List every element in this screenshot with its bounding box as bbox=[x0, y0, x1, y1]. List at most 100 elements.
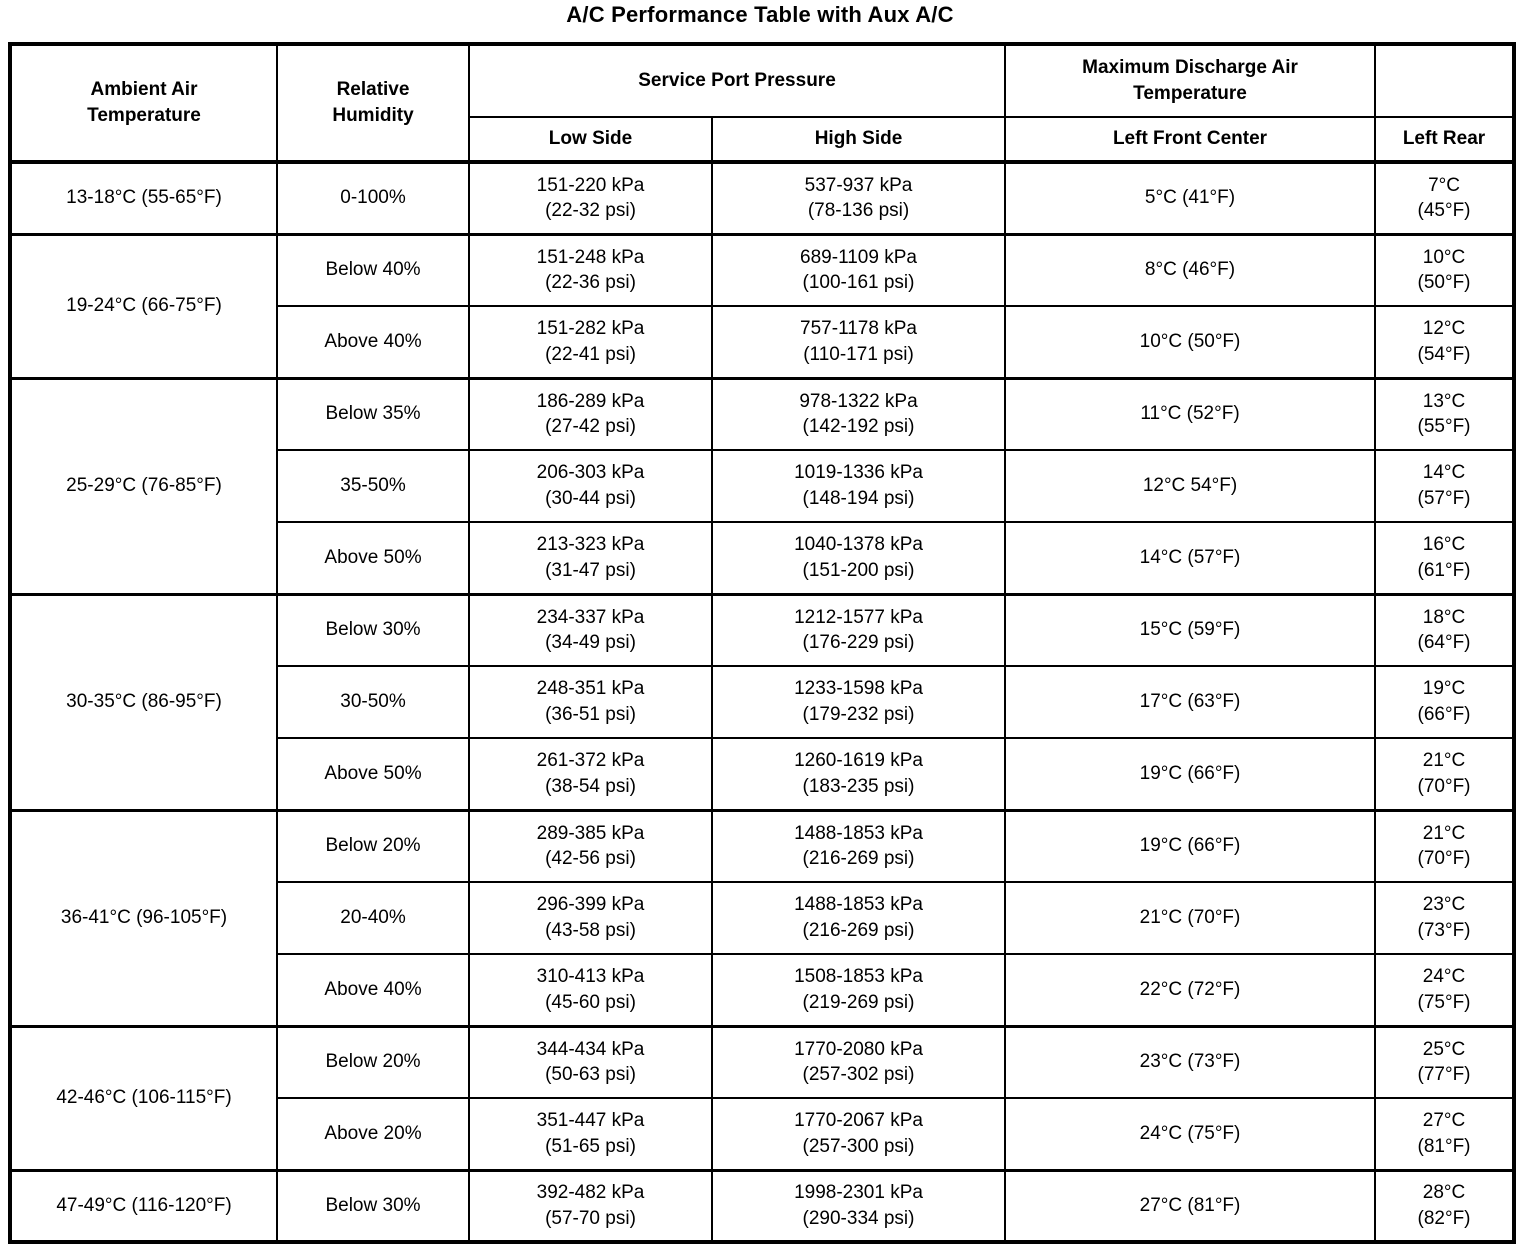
low-side-pressure-cell: 296-399 kPa (43-58 psi) bbox=[468, 881, 713, 955]
low-side-pressure-cell: 234-337 kPa (34-49 psi) bbox=[468, 592, 713, 667]
table-row: 47-49°C (116-120°F) Below 30% 392-482 kPa … bbox=[9, 1168, 1516, 1243]
low-side-pressure-cell: 206-303 kPa (30-44 psi) bbox=[468, 449, 713, 523]
humidity-cell: Below 30% bbox=[276, 592, 470, 667]
left-front-center-temp-cell: 14°C (57°F) bbox=[1004, 521, 1377, 595]
left-front-center-temp-cell: 8°C (46°F) bbox=[1004, 232, 1377, 307]
ac-performance-table: Ambient Air Temperature Relative Humidit… bbox=[8, 42, 1517, 1244]
table-row: Above 20% 351-447 kPa (51-65 psi) 1770-206… bbox=[10, 1097, 1516, 1171]
left-rear-temp-cell: 14°C (57°F) bbox=[1374, 449, 1516, 523]
left-rear-temp-cell: 25°C (77°F) bbox=[1374, 1024, 1516, 1099]
humidity-cell: Above 40% bbox=[276, 953, 470, 1027]
humidity-cell: Above 50% bbox=[276, 737, 470, 811]
table-header: Ambient Air Temperature Relative Humidit… bbox=[9, 43, 1516, 164]
header-row-top: Ambient Air Temperature Relative Humidit… bbox=[9, 43, 1516, 164]
table-row: 30-50% 248-351 kPa (36-51 psi) 1233-1598 k… bbox=[10, 665, 1516, 739]
high-side-pressure-cell: 1770-2067 kPa (257-300 psi) bbox=[710, 1097, 1007, 1171]
table-row: 19-24°C (66-75°F) Below 40% 151-248 kPa (2… bbox=[9, 232, 1516, 379]
header-high-side: High Side bbox=[710, 116, 1007, 164]
left-front-center-temp-cell: 17°C (63°F) bbox=[1004, 665, 1377, 739]
low-side-pressure-cell: 151-248 kPa (22-36 psi) bbox=[468, 232, 713, 307]
left-rear-temp-cell: 7°C (45°F) bbox=[1374, 161, 1516, 235]
table-row: 36-41°C (96-105°F) Below 20% 289-385 kPa (… bbox=[9, 808, 1516, 1027]
low-side-pressure-cell: 151-282 kPa (22-41 psi) bbox=[468, 305, 713, 379]
left-front-center-temp-cell: 21°C (70°F) bbox=[1004, 881, 1377, 955]
high-side-pressure-cell: 1260-1619 kPa (183-235 psi) bbox=[710, 737, 1007, 811]
high-side-pressure-cell: 1019-1336 kPa (148-194 psi) bbox=[710, 449, 1007, 523]
header-ambient-air-temperature: Ambient Air Temperature bbox=[9, 43, 278, 164]
ambient-temp-cell: 25-29°C (76-85°F) bbox=[9, 376, 278, 595]
left-front-center-temp-cell: 24°C (75°F) bbox=[1004, 1097, 1377, 1171]
left-front-center-temp-cell: 19°C (66°F) bbox=[1004, 808, 1377, 883]
left-rear-temp-cell: 21°C (70°F) bbox=[1374, 808, 1516, 883]
low-side-pressure-cell: 151-220 kPa (22-32 psi) bbox=[468, 161, 713, 235]
humidity-cell: Below 20% bbox=[276, 1024, 470, 1099]
left-front-center-temp-cell: 19°C (66°F) bbox=[1004, 737, 1377, 811]
ambient-temp-cell: 19-24°C (66-75°F) bbox=[9, 232, 278, 379]
header-left-rear: Left Rear bbox=[1374, 116, 1516, 164]
low-side-pressure-cell: 261-372 kPa (38-54 psi) bbox=[468, 737, 713, 811]
high-side-pressure-cell: 537-937 kPa (78-136 psi) bbox=[710, 161, 1007, 235]
table-row: 13-18°C (55-65°F) 0-100% 151-220 kPa (22-3… bbox=[9, 161, 1516, 235]
ambient-temp-cell: 13-18°C (55-65°F) bbox=[9, 161, 278, 235]
ambient-temp-cell: 42-46°C (106-115°F) bbox=[9, 1024, 278, 1171]
humidity-cell: Below 20% bbox=[276, 808, 470, 883]
table-body: 13-18°C (55-65°F) 0-100% 151-220 kPa (22-3… bbox=[9, 161, 1516, 1243]
table-row: 25-29°C (76-85°F) Below 35% 186-289 kPa (2… bbox=[9, 376, 1516, 595]
header-low-side: Low Side bbox=[468, 116, 713, 164]
low-side-pressure-cell: 392-482 kPa (57-70 psi) bbox=[468, 1168, 713, 1243]
ambient-temp-cell: 47-49°C (116-120°F) bbox=[9, 1168, 278, 1243]
header-relative-humidity: Relative Humidity bbox=[276, 43, 470, 164]
left-rear-temp-cell: 13°C (55°F) bbox=[1374, 376, 1516, 451]
left-rear-temp-cell: 28°C (82°F) bbox=[1374, 1168, 1516, 1243]
left-rear-temp-cell: 19°C (66°F) bbox=[1374, 665, 1516, 739]
humidity-cell: 20-40% bbox=[276, 881, 470, 955]
humidity-cell: Below 40% bbox=[276, 232, 470, 307]
ambient-temp-cell: 30-35°C (86-95°F) bbox=[9, 592, 278, 811]
high-side-pressure-cell: 1488-1853 kPa (216-269 psi) bbox=[710, 881, 1007, 955]
high-side-pressure-cell: 1770-2080 kPa (257-302 psi) bbox=[710, 1024, 1007, 1099]
high-side-pressure-cell: 1488-1853 kPa (216-269 psi) bbox=[710, 808, 1007, 883]
left-rear-temp-cell: 23°C (73°F) bbox=[1374, 881, 1516, 955]
high-side-pressure-cell: 1508-1853 kPa (219-269 psi) bbox=[710, 953, 1007, 1027]
low-side-pressure-cell: 248-351 kPa (36-51 psi) bbox=[468, 665, 713, 739]
left-rear-temp-cell: 12°C (54°F) bbox=[1374, 305, 1516, 379]
table-row: Above 50% 261-372 kPa (38-54 psi) 1260-161… bbox=[10, 737, 1516, 811]
header-maximum-discharge-air-temperature: Maximum Discharge Air Temperature bbox=[1004, 43, 1377, 118]
high-side-pressure-cell: 1233-1598 kPa (179-232 psi) bbox=[710, 665, 1007, 739]
table-row: Above 40% 151-282 kPa (22-41 psi) 757-1178… bbox=[10, 305, 1516, 379]
table-row: 20-40% 296-399 kPa (43-58 psi) 1488-1853 k… bbox=[10, 881, 1516, 955]
table-row: Above 40% 310-413 kPa (45-60 psi) 1508-185… bbox=[10, 953, 1516, 1027]
high-side-pressure-cell: 978-1322 kPa (142-192 psi) bbox=[710, 376, 1007, 451]
left-front-center-temp-cell: 10°C (50°F) bbox=[1004, 305, 1377, 379]
left-rear-temp-cell: 21°C (70°F) bbox=[1374, 737, 1516, 811]
humidity-cell: Above 40% bbox=[276, 305, 470, 379]
left-rear-temp-cell: 16°C (61°F) bbox=[1374, 521, 1516, 595]
page-title: A/C Performance Table with Aux A/C bbox=[566, 2, 954, 27]
table-row: Above 50% 213-323 kPa (31-47 psi) 1040-137… bbox=[10, 521, 1516, 595]
humidity-cell: Below 30% bbox=[276, 1168, 470, 1243]
table-row: 42-46°C (106-115°F) Below 20% 344-434 kPa … bbox=[9, 1024, 1516, 1171]
ambient-temp-cell: 36-41°C (96-105°F) bbox=[9, 808, 278, 1027]
humidity-cell: Above 20% bbox=[276, 1097, 470, 1171]
left-rear-temp-cell: 27°C (81°F) bbox=[1374, 1097, 1516, 1171]
low-side-pressure-cell: 186-289 kPa (27-42 psi) bbox=[468, 376, 713, 451]
left-rear-temp-cell: 24°C (75°F) bbox=[1374, 953, 1516, 1027]
humidity-cell: 35-50% bbox=[276, 449, 470, 523]
left-front-center-temp-cell: 5°C (41°F) bbox=[1004, 161, 1377, 235]
humidity-cell: Below 35% bbox=[276, 376, 470, 451]
left-front-center-temp-cell: 27°C (81°F) bbox=[1004, 1168, 1377, 1243]
high-side-pressure-cell: 689-1109 kPa (100-161 psi) bbox=[710, 232, 1007, 307]
high-side-pressure-cell: 1212-1577 kPa (176-229 psi) bbox=[710, 592, 1007, 667]
header-service-port-pressure: Service Port Pressure bbox=[467, 43, 1007, 118]
low-side-pressure-cell: 344-434 kPa (50-63 psi) bbox=[468, 1024, 713, 1099]
left-front-center-temp-cell: 11°C (52°F) bbox=[1004, 376, 1377, 451]
table-row: 35-50% 206-303 kPa (30-44 psi) 1019-1336 k… bbox=[10, 449, 1516, 523]
table-row: 30-35°C (86-95°F) Below 30% 234-337 kPa (3… bbox=[9, 592, 1516, 811]
high-side-pressure-cell: 1998-2301 kPa (290-334 psi) bbox=[710, 1168, 1007, 1243]
high-side-pressure-cell: 757-1178 kPa (110-171 psi) bbox=[710, 305, 1007, 379]
low-side-pressure-cell: 351-447 kPa (51-65 psi) bbox=[468, 1097, 713, 1171]
humidity-cell: Above 50% bbox=[276, 521, 470, 595]
header-left-front-center: Left Front Center bbox=[1004, 116, 1377, 164]
high-side-pressure-cell: 1040-1378 kPa (151-200 psi) bbox=[710, 521, 1007, 595]
left-rear-temp-cell: 18°C (64°F) bbox=[1374, 592, 1516, 667]
